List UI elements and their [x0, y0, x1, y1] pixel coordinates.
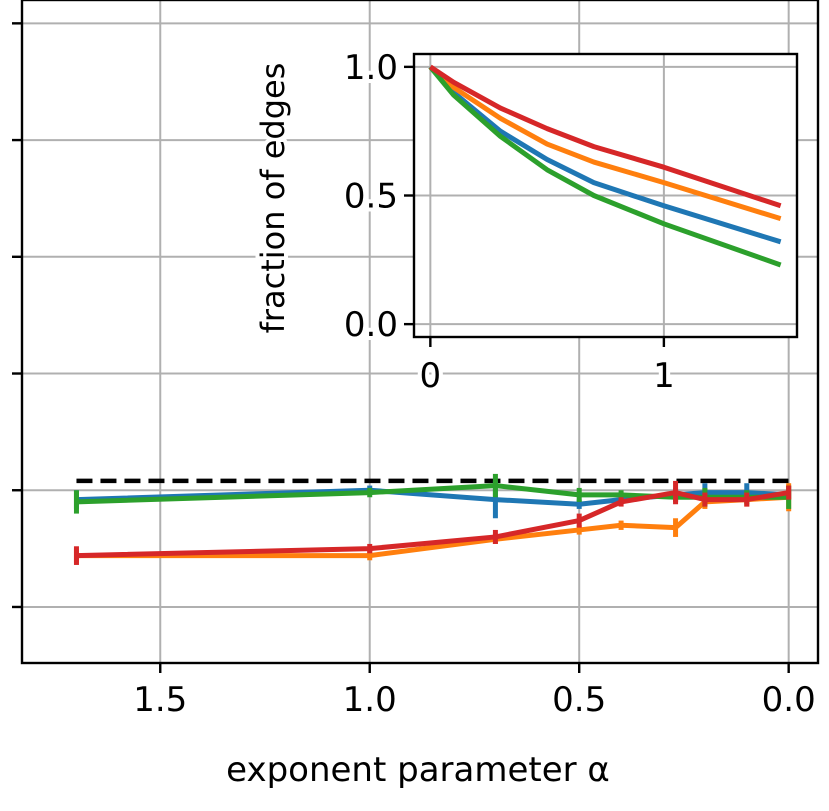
inset-x-tick-label: 1: [653, 356, 675, 396]
main-x-tick-label: 1.0: [343, 680, 397, 720]
main-plot-frame: [20, 0, 820, 665]
inset-series-line-3: [428, 64, 782, 209]
main-x-tick-label: 0.0: [762, 680, 816, 720]
inset-y-tick-label: 0.0: [344, 305, 398, 345]
inset-x-tick-label: 0: [420, 356, 442, 396]
inset-series: [428, 64, 782, 268]
main-ticks: 1.5 1.0 0.5 0.0: [12, 22, 816, 720]
inset-series-line-1: [428, 64, 782, 222]
inset-y-axis-label: fraction of edges: [254, 63, 292, 334]
inset-series-line-2: [428, 65, 782, 268]
main-series: [73, 473, 792, 565]
inset-ticks: 0 1 0.0 0.5 1.0: [340, 44, 679, 400]
main-x-tick-label: 1.5: [133, 680, 187, 720]
main-x-tick-label: 0.5: [552, 680, 606, 720]
inset-y-tick-label: 0.5: [344, 177, 398, 217]
inset-plot: 0 1 0.0 0.5 1.0 fraction of edges: [250, 44, 799, 400]
x-axis-label: exponent parameter α: [226, 750, 610, 790]
inset-y-tick-label: 1.0: [344, 48, 398, 88]
main-series-line: [76, 490, 790, 559]
main-series-3: [73, 480, 792, 565]
